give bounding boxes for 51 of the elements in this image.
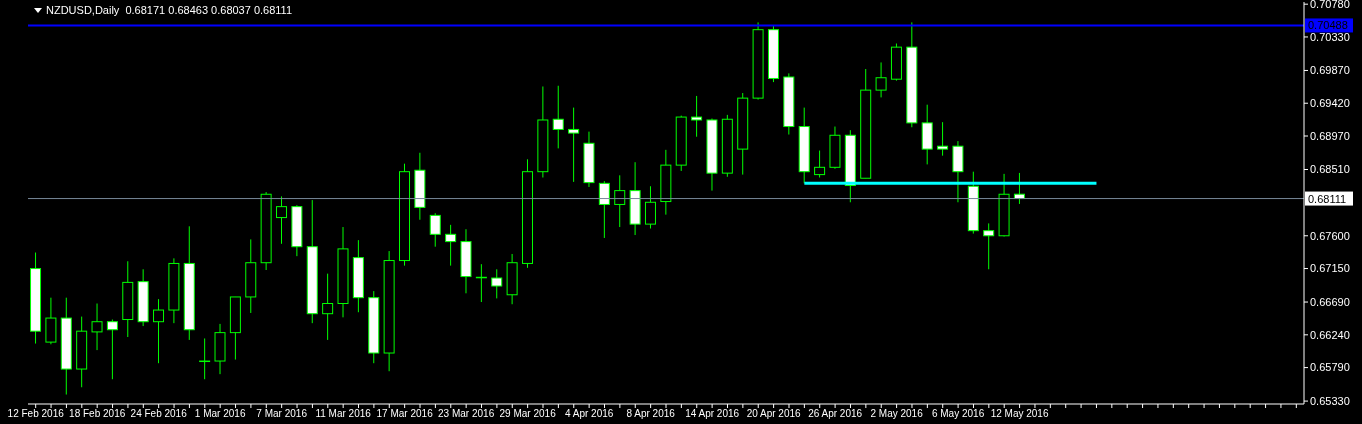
candlestick	[106, 319, 118, 380]
ref-line-label: 0.70488	[1308, 19, 1348, 32]
x-tick-label: 17 Mar 2016	[376, 408, 434, 420]
x-tick-label: 11 Mar 2016	[315, 408, 372, 420]
candlestick	[199, 337, 211, 380]
chart-title: NZDUSD,Daily 0.68171 0.68463 0.68037 0.68111	[46, 4, 293, 16]
y-tick-label: 0.70330	[1310, 30, 1350, 43]
x-tick-label: 14 Apr 2016	[685, 408, 740, 420]
x-tick-label: 4 Apr 2016	[564, 408, 614, 420]
candlestick	[983, 222, 995, 270]
x-tick-label: 12 May 2016	[990, 408, 1049, 420]
y-tick-label: 0.65790	[1310, 361, 1350, 374]
candlestick	[276, 195, 288, 245]
candlestick	[937, 121, 949, 157]
x-tick-label: 18 Feb 2016	[69, 408, 126, 420]
candlestick	[644, 185, 656, 229]
x-tick-label: 20 Apr 2016	[746, 408, 802, 420]
x-tick-label: 12 Feb 2016	[7, 408, 65, 420]
x-tick-label: 23 Mar 2016	[438, 408, 495, 420]
y-tick-label: 0.70780	[1310, 0, 1350, 11]
y-tick-label: 0.65330	[1310, 394, 1350, 407]
ref-line-label: 0.68111	[1308, 192, 1347, 205]
candlestick	[91, 303, 103, 351]
y-tick-label: 0.68970	[1310, 129, 1350, 142]
candlestick	[552, 85, 564, 149]
y-tick-label: 0.68510	[1310, 163, 1350, 176]
x-tick-label: 1 Mar 2016	[194, 408, 246, 420]
x-tick-label: 7 Mar 2016	[256, 408, 308, 420]
y-tick-label: 0.69870	[1310, 64, 1350, 77]
x-tick-label: 24 Feb 2016	[130, 408, 188, 420]
x-tick-label: 2 May 2016	[870, 408, 924, 420]
candlestick	[814, 150, 826, 179]
candlestick	[598, 180, 610, 239]
y-tick-label: 0.66240	[1310, 328, 1350, 341]
x-tick-label: 6 May 2016	[931, 408, 985, 420]
candlestick	[153, 298, 165, 364]
candlestick	[568, 107, 580, 183]
candlestick	[875, 61, 887, 98]
x-tick-label: 29 Mar 2016	[499, 408, 557, 420]
y-tick-label: 0.67600	[1310, 229, 1350, 242]
candlestick	[491, 268, 503, 299]
y-tick-label: 0.66690	[1310, 295, 1350, 308]
y-tick-label: 0.67150	[1310, 262, 1350, 275]
candlestick	[429, 212, 441, 248]
candlestick	[614, 174, 626, 228]
candlestick	[445, 224, 457, 267]
x-tick-label: 8 Apr 2016	[626, 408, 676, 420]
y-tick-label: 0.69420	[1310, 97, 1350, 110]
candlestick	[322, 273, 334, 341]
candlestick	[691, 95, 703, 138]
x-tick-label: 26 Apr 2016	[808, 408, 863, 420]
